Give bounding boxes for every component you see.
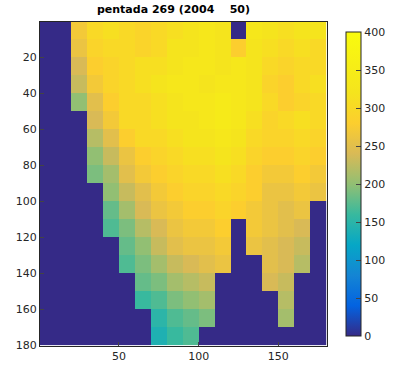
svg-text:140: 140: [16, 267, 37, 280]
svg-text:150: 150: [364, 216, 385, 229]
svg-text:100: 100: [364, 254, 385, 267]
svg-text:300: 300: [364, 102, 385, 115]
svg-text:40: 40: [23, 87, 37, 100]
svg-text:200: 200: [364, 178, 385, 191]
svg-text:400: 400: [364, 26, 385, 39]
svg-text:0: 0: [364, 330, 371, 343]
svg-text:120: 120: [16, 231, 37, 244]
svg-text:60: 60: [23, 123, 37, 136]
svg-text:100: 100: [188, 350, 209, 363]
svg-text:160: 160: [16, 303, 37, 316]
svg-text:50: 50: [112, 350, 126, 363]
svg-text:50: 50: [364, 292, 378, 305]
svg-text:20: 20: [23, 51, 37, 64]
svg-text:150: 150: [268, 350, 289, 363]
svg-text:250: 250: [364, 140, 385, 153]
svg-text:350: 350: [364, 64, 385, 77]
svg-text:100: 100: [16, 195, 37, 208]
svg-text:pentada 269 (2004 50): pentada 269 (2004 50): [97, 3, 250, 16]
svg-text:80: 80: [23, 159, 37, 172]
svg-text:180: 180: [16, 339, 37, 352]
